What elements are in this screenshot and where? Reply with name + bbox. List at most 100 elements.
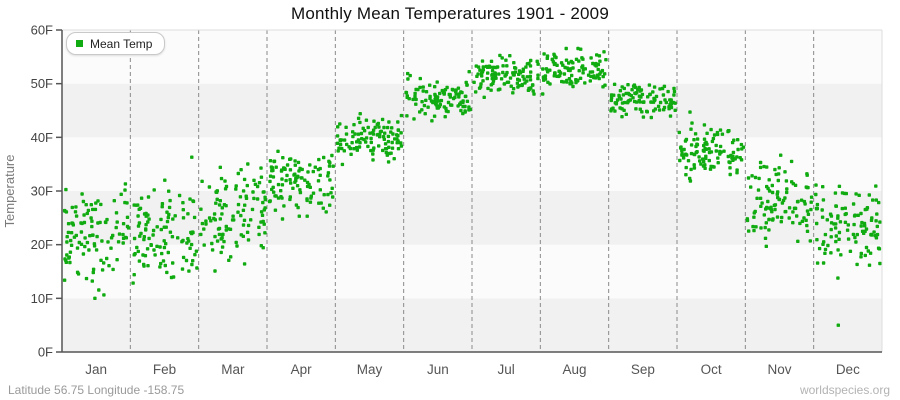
data-point	[390, 146, 395, 150]
data-point	[694, 150, 698, 155]
data-point	[855, 232, 859, 237]
data-point	[144, 223, 148, 227]
attribution-link[interactable]: worldspecies.org	[799, 383, 890, 397]
data-point	[244, 196, 249, 200]
data-point	[90, 219, 94, 223]
data-point	[688, 176, 692, 181]
data-point	[695, 143, 700, 147]
data-point	[268, 174, 273, 178]
data-point	[511, 87, 516, 91]
data-point	[200, 221, 205, 226]
data-point	[353, 132, 357, 136]
data-point	[257, 225, 261, 229]
data-point	[192, 215, 197, 220]
data-point	[465, 99, 470, 103]
data-point	[112, 199, 116, 203]
data-point	[331, 195, 335, 199]
data-point	[364, 136, 369, 140]
data-point	[637, 98, 641, 103]
data-point	[859, 224, 863, 228]
data-point	[94, 248, 99, 252]
data-point	[815, 221, 819, 226]
data-point	[501, 64, 505, 68]
data-point	[404, 90, 408, 95]
data-point	[344, 125, 348, 129]
data-point	[381, 135, 386, 139]
data-point	[105, 256, 109, 261]
data-point	[752, 228, 756, 233]
data-point	[194, 249, 199, 253]
data-point	[271, 168, 275, 173]
data-point	[280, 183, 285, 187]
data-point	[567, 77, 572, 81]
data-point	[571, 84, 575, 89]
chart-title: Monthly Mean Temperatures 1901 - 2009	[291, 4, 609, 23]
data-point	[640, 92, 645, 97]
data-point	[327, 159, 331, 163]
data-point	[528, 78, 533, 82]
data-point	[854, 240, 858, 244]
data-point	[660, 86, 665, 91]
data-point	[390, 126, 394, 130]
data-point	[87, 248, 91, 252]
data-point	[351, 134, 355, 139]
data-point	[159, 261, 163, 266]
data-point	[821, 198, 826, 202]
data-point	[821, 185, 825, 189]
data-point	[878, 220, 882, 224]
data-point	[79, 242, 84, 246]
data-point	[767, 189, 772, 193]
data-point	[505, 70, 509, 75]
data-point	[500, 56, 504, 60]
data-point	[326, 171, 331, 175]
data-point	[576, 46, 580, 51]
data-point	[701, 157, 705, 161]
data-point	[609, 96, 614, 100]
data-point	[105, 217, 109, 222]
data-point	[280, 217, 285, 221]
data-point	[158, 265, 162, 269]
data-point	[718, 128, 723, 132]
data-point	[356, 138, 361, 142]
data-point	[142, 262, 146, 267]
data-point	[261, 190, 265, 194]
data-point	[70, 205, 74, 210]
data-point	[722, 149, 726, 153]
data-point	[420, 100, 424, 104]
data-point	[155, 244, 159, 248]
data-point	[152, 188, 156, 192]
data-point	[104, 220, 108, 225]
data-point	[767, 228, 771, 232]
data-point	[780, 201, 785, 205]
data-point	[634, 100, 639, 104]
data-point	[331, 164, 335, 168]
data-point	[64, 187, 68, 192]
data-point	[224, 204, 228, 208]
data-point	[328, 178, 332, 182]
data-point	[852, 222, 856, 227]
data-point	[776, 195, 780, 200]
data-point	[164, 242, 168, 246]
data-point	[648, 92, 652, 96]
x-axis-label-jul: Jul	[498, 362, 515, 377]
data-point	[689, 151, 694, 156]
data-point	[484, 64, 489, 69]
data-point	[326, 174, 330, 178]
data-point	[338, 122, 342, 126]
data-point	[735, 171, 739, 175]
data-point	[837, 184, 842, 188]
data-point	[461, 111, 465, 116]
data-point	[84, 203, 88, 207]
data-point	[371, 152, 375, 156]
data-point	[414, 102, 418, 106]
data-point	[637, 85, 641, 90]
data-point	[288, 197, 292, 202]
data-point	[612, 82, 617, 86]
data-point	[705, 142, 709, 146]
data-point	[864, 245, 869, 250]
data-point	[472, 80, 476, 84]
data-point	[672, 93, 676, 97]
data-point	[239, 213, 243, 218]
data-point	[418, 76, 422, 81]
data-point	[666, 89, 670, 94]
